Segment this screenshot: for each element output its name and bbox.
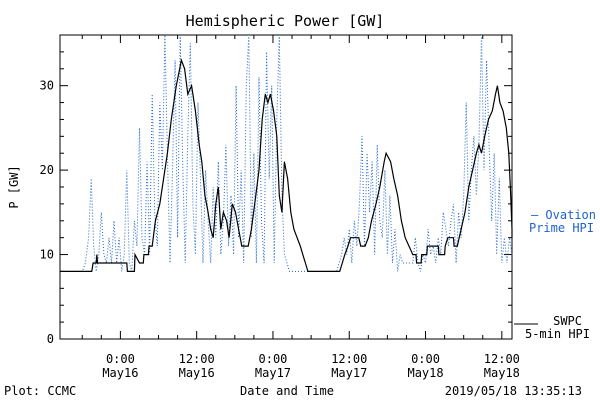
x-tick-date-label: May17 (331, 366, 367, 380)
legend-ovation-label-1: Ovation (545, 208, 596, 222)
legend: — Ovation Prime HPI SWPC 5-min HPI (514, 208, 596, 341)
legend-ovation-marker: — (531, 208, 539, 222)
y-tick-label: 0 (47, 332, 54, 346)
legend-swpc-line1: SWPC (553, 314, 582, 328)
x-tick-date-label: May17 (255, 366, 291, 380)
legend-ovation-line1: — Ovation (531, 208, 596, 222)
chart-title: Hemispheric Power [GW] (186, 12, 385, 30)
y-tick-label: 10 (40, 248, 54, 262)
x-tick-time-label: 12:00 (179, 352, 215, 366)
x-tick-date-label: May16 (102, 366, 138, 380)
swpc-hpi-line (60, 58, 513, 272)
x-tick-time-label: 0:00 (411, 352, 440, 366)
x-minor-ticks (81, 35, 484, 339)
x-axis: 0:00May1612:00May160:00May1712:00May170:… (102, 35, 520, 380)
x-tick-time-label: 12:00 (331, 352, 367, 366)
x-axis-label: Date and Time (240, 384, 334, 398)
x-tick-time-label: 0:00 (106, 352, 135, 366)
x-tick-date-label: May16 (179, 366, 215, 380)
y-tick-label: 20 (40, 163, 54, 177)
ovation-prime-hpi-line (60, 34, 513, 272)
y-tick-label: 30 (40, 79, 54, 93)
x-tick-time-label: 12:00 (484, 352, 520, 366)
x-tick-date-label: May18 (484, 366, 520, 380)
footer-timestamp: 2019/05/18 13:35:13 (445, 384, 582, 398)
y-axis: 0 10 20 30 (40, 51, 512, 346)
x-tick-time-label: 0:00 (259, 352, 288, 366)
legend-ovation-line2: Prime HPI (529, 221, 594, 235)
y-axis-label: P [GW] (7, 165, 21, 208)
x-tick-date-label: May18 (407, 366, 443, 380)
legend-swpc-line2: 5-min HPI (525, 327, 590, 341)
footer-credit: Plot: CCMC (4, 384, 76, 398)
plot-frame (59, 34, 513, 340)
